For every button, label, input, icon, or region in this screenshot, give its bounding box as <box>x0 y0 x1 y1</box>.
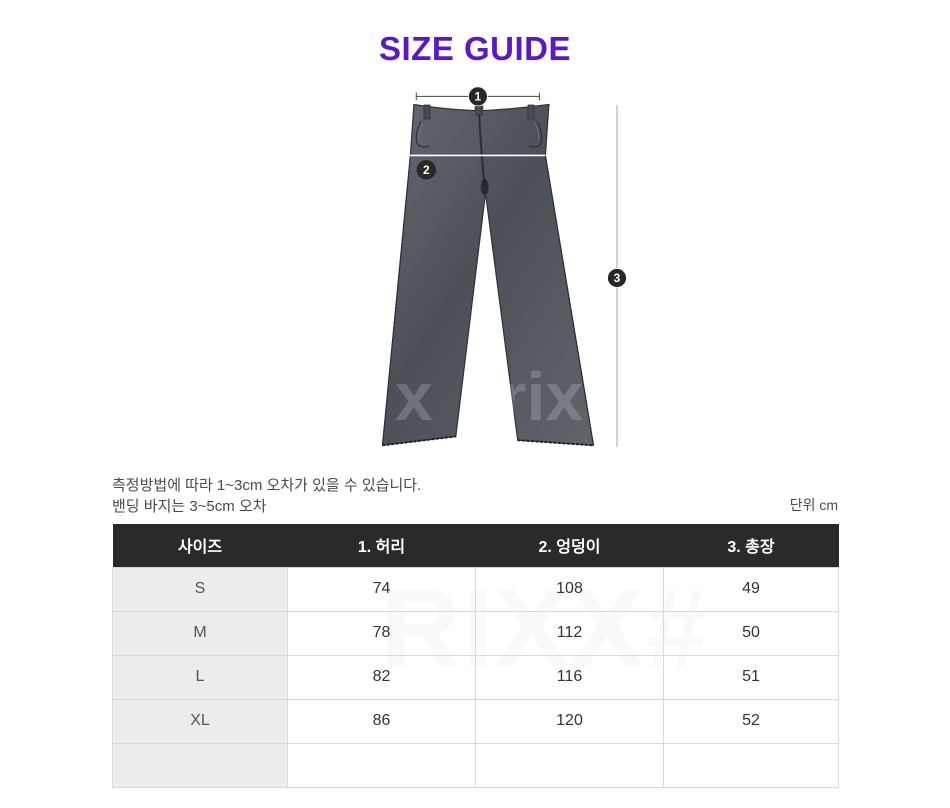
svg-text:2: 2 <box>423 163 430 177</box>
svg-text:1: 1 <box>475 90 482 104</box>
svg-text:x: x <box>395 359 433 435</box>
svg-text:3: 3 <box>614 271 621 285</box>
svg-text:rix: rix <box>500 359 583 435</box>
